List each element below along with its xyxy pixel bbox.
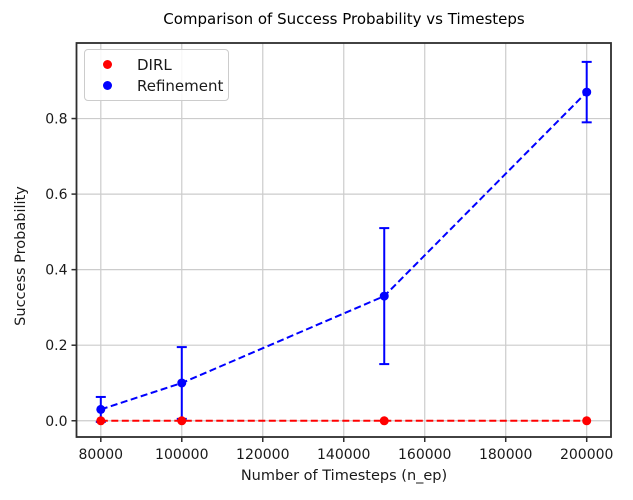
legend: DIRL Refinement xyxy=(84,49,229,101)
grid xyxy=(76,43,611,437)
refinement-marker-icon xyxy=(103,81,112,90)
svg-text:180000: 180000 xyxy=(479,447,532,463)
legend-label-dirl: DIRL xyxy=(137,55,172,74)
svg-text:80000: 80000 xyxy=(79,447,124,463)
svg-text:200000: 200000 xyxy=(560,447,613,463)
svg-text:0.8: 0.8 xyxy=(45,112,67,128)
svg-text:100000: 100000 xyxy=(155,447,208,463)
svg-text:0.4: 0.4 xyxy=(45,263,67,279)
dirl-marker-icon xyxy=(103,60,112,69)
legend-item-dirl: DIRL xyxy=(85,54,228,75)
svg-text:120000: 120000 xyxy=(236,447,289,463)
series-dirl xyxy=(96,416,592,426)
svg-text:160000: 160000 xyxy=(398,447,451,463)
legend-label-refinement: Refinement xyxy=(137,76,224,95)
svg-text:0.6: 0.6 xyxy=(45,187,67,203)
x-axis-label: Number of Timesteps (n_ep) xyxy=(240,468,448,484)
chart-title: Comparison of Success Probability vs Tim… xyxy=(163,10,525,28)
legend-item-refinement: Refinement xyxy=(85,75,228,96)
svg-text:140000: 140000 xyxy=(317,447,370,463)
y-axis: 0.0 0.2 0.4 0.6 0.8 xyxy=(45,112,77,430)
svg-text:0.2: 0.2 xyxy=(45,338,67,354)
svg-text:0.0: 0.0 xyxy=(45,414,67,430)
plot-border xyxy=(75,42,612,438)
y-axis-label: Success Probability xyxy=(13,186,29,326)
x-axis: 80000 100000 120000 140000 160000 180000 20000… xyxy=(79,437,613,463)
